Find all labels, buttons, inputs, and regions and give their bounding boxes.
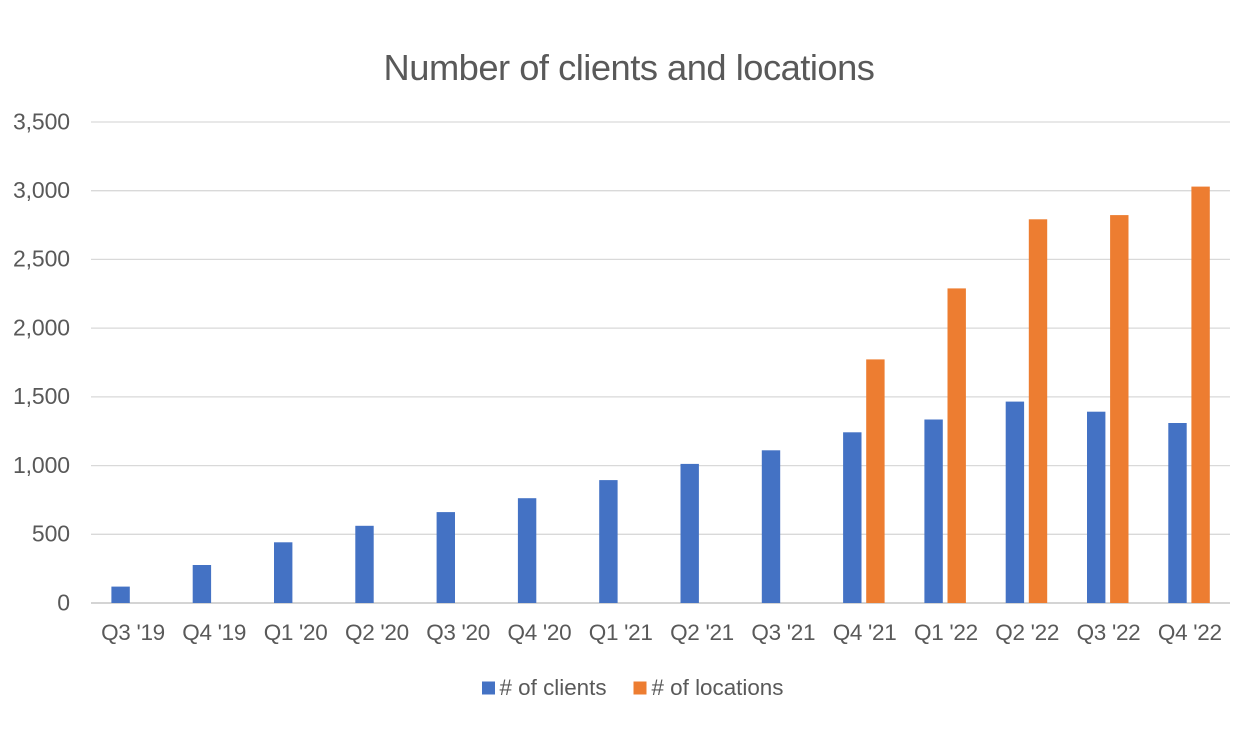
svg-text:Q3 '21: Q3 '21 (751, 620, 815, 645)
svg-text:2,500: 2,500 (13, 246, 70, 272)
svg-text:Q4 '22: Q4 '22 (1158, 620, 1222, 645)
svg-text:Q1 '21: Q1 '21 (589, 620, 653, 645)
svg-text:2,000: 2,000 (13, 314, 70, 340)
svg-text:Q2 '21: Q2 '21 (670, 620, 734, 645)
svg-text:Q3 '19: Q3 '19 (101, 620, 165, 645)
svg-text:Q1 '20: Q1 '20 (264, 620, 328, 645)
svg-text:Q4 '21: Q4 '21 (833, 620, 897, 645)
svg-text:1,500: 1,500 (13, 383, 70, 409)
svg-text:0: 0 (57, 589, 70, 615)
svg-text:Q4 '20: Q4 '20 (508, 620, 572, 645)
svg-text:Q4 '19: Q4 '19 (182, 620, 246, 645)
svg-text:# of locations: # of locations (652, 675, 784, 700)
svg-text:# of clients: # of clients (500, 675, 607, 700)
svg-text:Number of clients and location: Number of clients and locations (384, 47, 875, 88)
svg-text:1,000: 1,000 (13, 452, 70, 478)
svg-text:3,000: 3,000 (13, 177, 70, 203)
svg-text:3,500: 3,500 (13, 108, 70, 134)
svg-text:Q2 '22: Q2 '22 (995, 620, 1059, 645)
svg-text:Q3 '22: Q3 '22 (1077, 620, 1141, 645)
svg-text:500: 500 (32, 521, 70, 547)
svg-text:Q3 '20: Q3 '20 (426, 620, 490, 645)
svg-text:Q2 '20: Q2 '20 (345, 620, 409, 645)
svg-text:Q1 '22: Q1 '22 (914, 620, 978, 645)
